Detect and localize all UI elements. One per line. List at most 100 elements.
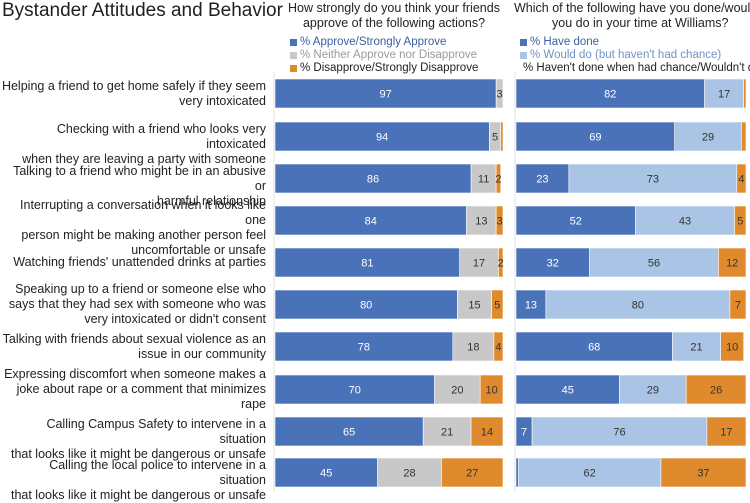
right-data-label: 17 [720, 427, 732, 439]
left-bar-segment [498, 247, 504, 278]
left-data-label: 45 [320, 468, 332, 480]
row-label: Helping a friend to get home safely if t… [0, 79, 266, 109]
right-data-label: 52 [570, 216, 582, 228]
left-data-label: 28 [403, 468, 415, 480]
right-bar-segment [672, 331, 722, 362]
left-data-label: 27 [466, 468, 478, 480]
right-data-label: 56 [648, 258, 660, 270]
right-data-label: 32 [547, 258, 559, 270]
left-data-label: 78 [358, 342, 370, 354]
left-data-label: 70 [349, 385, 361, 397]
left-bar-segment [274, 416, 424, 447]
left-bar-segment [457, 289, 492, 320]
right-chart-title-line-2: you do in your time at Williams? [552, 16, 729, 30]
legend-swatch [290, 52, 297, 59]
legend-label: % Have done [530, 36, 600, 48]
row-label: Checking with a friend who looks very in… [0, 122, 266, 167]
left-data-label: 13 [475, 216, 487, 228]
left-bar-segment [495, 163, 502, 194]
left-bar-segment [434, 374, 481, 405]
right-data-label: 17 [718, 89, 730, 101]
row-label-line: when they are leaving a party with someo… [22, 151, 266, 166]
left-data-label: 2 [498, 258, 504, 270]
left-data-label: 17 [473, 258, 485, 270]
legend-swatch [520, 39, 527, 46]
left-bar-segment [274, 205, 467, 236]
right-bar-segment [515, 121, 675, 152]
left-bar-segment [459, 247, 499, 278]
left-bar-segment [274, 289, 458, 320]
row-label: Talking with friends about sexual violen… [0, 332, 266, 362]
row-label: Watching friends' unattended drinks at p… [0, 255, 266, 270]
right-bar-segment [515, 78, 705, 109]
left-bar-segment [495, 78, 504, 109]
right-data-label: 5 [737, 216, 743, 228]
right-bar-segment [515, 457, 519, 488]
row-label-line: joke about rape or a comment that minimi… [16, 382, 266, 396]
row-label: Talking to a friend who might be in an a… [0, 164, 266, 209]
right-bar-segment [589, 247, 719, 278]
left-bar-segment [470, 416, 504, 447]
right-bar-segment [674, 121, 742, 152]
left-bar-segment [274, 374, 435, 405]
right-data-label: 21 [690, 342, 702, 354]
left-bar-segment [495, 205, 504, 236]
left-data-label: 3 [497, 89, 503, 101]
right-chart-title: Which of the following have you done/wou… [512, 1, 750, 31]
legend-label: % Would do (but haven't had chance) [530, 49, 722, 61]
right-data-label: 68 [588, 342, 600, 354]
legend-label: % Neither Approve nor Disapprove [300, 49, 478, 61]
right-bar-segment [619, 374, 687, 405]
right-bar-segment [704, 78, 744, 109]
right-bar-segment [720, 331, 745, 362]
left-data-label: 20 [451, 385, 463, 397]
row-label-line: that looks like it might be dangerous or… [10, 446, 266, 461]
row-label: Calling Campus Safety to intervene in a … [0, 417, 266, 462]
row-label-line: Calling Campus Safety to intervene in a … [46, 416, 266, 446]
right-bar-segment [741, 121, 747, 152]
right-data-label: 26 [710, 385, 722, 397]
row-label-line: Talking with friends about sexual violen… [2, 331, 266, 346]
right-data-label: 12 [726, 258, 738, 270]
row-label-line: rape [240, 397, 266, 411]
right-bar-segment [729, 289, 747, 320]
right-data-label: 43 [679, 216, 691, 228]
right-data-label: 4 [738, 174, 744, 186]
left-chart-title-line-1: How strongly do you think your friends [288, 1, 500, 15]
right-bar-segment [515, 374, 620, 405]
left-data-label: 81 [361, 258, 373, 270]
left-bar-segment [441, 457, 504, 488]
right-data-label: 7 [735, 300, 741, 312]
right-data-label: 73 [647, 174, 659, 186]
right-data-label: 37 [697, 468, 709, 480]
left-data-label: 2 [495, 174, 501, 186]
left-data-label: 84 [365, 216, 377, 228]
left-data-label: 97 [379, 89, 391, 101]
left-bar-segment [491, 289, 504, 320]
right-data-label: 23 [536, 174, 548, 186]
left-data-label: 94 [376, 132, 388, 144]
legend-label: % Approve/Strongly Approve [300, 36, 447, 48]
left-bar-segment [479, 374, 504, 405]
right-legend: % Have done% Would do (but haven't had c… [520, 36, 750, 75]
row-label: Speaking up to a friend or someone else … [0, 282, 266, 327]
legend-entry: % Would do (but haven't had chance) [520, 49, 750, 62]
right-data-label: 7 [521, 427, 527, 439]
right-data-label: 82 [604, 89, 616, 101]
left-data-label: 80 [360, 300, 372, 312]
right-data-label: 29 [702, 132, 714, 144]
right-bar-segment [515, 247, 590, 278]
left-chart-title: How strongly do you think your friends a… [270, 1, 518, 31]
right-bar-segment [718, 247, 747, 278]
row-label-line: very intoxicated [179, 93, 266, 108]
right-data-label: 29 [647, 385, 659, 397]
right-bar-segment [660, 457, 747, 488]
row-label-line: Interrupting a conversation when it look… [20, 198, 266, 227]
left-bar-segment [470, 163, 497, 194]
right-bar-segment [515, 331, 673, 362]
right-bar-segment [517, 457, 662, 488]
right-chart-title-line-1: Which of the following have you done/wou… [514, 1, 750, 15]
page-title: Bystander Attitudes and Behavior [2, 0, 283, 21]
left-bar-segment [493, 331, 504, 362]
right-bar-segment [743, 78, 747, 109]
